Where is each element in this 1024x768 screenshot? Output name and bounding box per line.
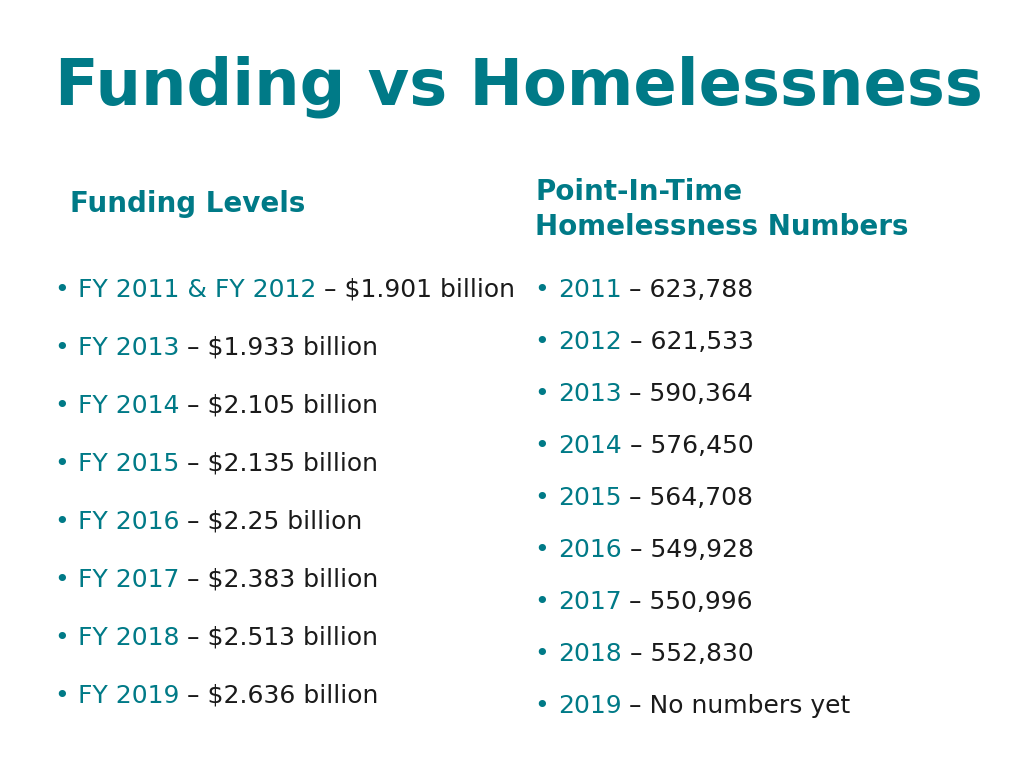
Text: 2018: 2018 — [558, 642, 622, 666]
Text: FY 2015: FY 2015 — [78, 452, 179, 476]
Text: •: • — [535, 382, 558, 406]
Text: – 621,533: – 621,533 — [622, 330, 754, 354]
Text: FY 2013: FY 2013 — [78, 336, 179, 360]
Text: FY 2011 & FY 2012: FY 2011 & FY 2012 — [78, 278, 316, 302]
Text: FY 2016: FY 2016 — [78, 510, 179, 534]
Text: – $2.383 billion: – $2.383 billion — [179, 568, 379, 592]
Text: •: • — [535, 434, 558, 458]
Text: •: • — [55, 394, 78, 418]
Text: 2014: 2014 — [558, 434, 622, 458]
Text: – $1.933 billion: – $1.933 billion — [179, 336, 378, 360]
Text: •: • — [55, 278, 78, 302]
Text: •: • — [535, 538, 558, 562]
Text: •: • — [535, 590, 558, 614]
Text: – $2.25 billion: – $2.25 billion — [179, 510, 362, 534]
Text: FY 2018: FY 2018 — [78, 626, 179, 650]
Text: 2015: 2015 — [558, 486, 622, 510]
Text: •: • — [535, 278, 558, 302]
Text: •: • — [535, 642, 558, 666]
Text: •: • — [535, 330, 558, 354]
Text: FY 2014: FY 2014 — [78, 394, 179, 418]
Text: •: • — [535, 486, 558, 510]
Text: – $2.636 billion: – $2.636 billion — [179, 684, 379, 708]
Text: •: • — [55, 568, 78, 592]
Text: – 623,788: – 623,788 — [622, 278, 754, 302]
Text: 2011: 2011 — [558, 278, 622, 302]
Text: 2019: 2019 — [558, 694, 622, 718]
Text: – 564,708: – 564,708 — [622, 486, 754, 510]
Text: – $2.135 billion: – $2.135 billion — [179, 452, 378, 476]
Text: 2012: 2012 — [558, 330, 622, 354]
Text: – 552,830: – 552,830 — [622, 642, 754, 666]
Text: •: • — [55, 510, 78, 534]
Text: – $1.901 billion: – $1.901 billion — [316, 278, 515, 302]
Text: •: • — [55, 452, 78, 476]
Text: – 590,364: – 590,364 — [622, 382, 754, 406]
Text: – 549,928: – 549,928 — [622, 538, 754, 562]
Text: – 550,996: – 550,996 — [622, 590, 753, 614]
Text: 2016: 2016 — [558, 538, 622, 562]
Text: •: • — [55, 684, 78, 708]
Text: – $2.105 billion: – $2.105 billion — [179, 394, 378, 418]
Text: 2013: 2013 — [558, 382, 622, 406]
Text: Funding Levels: Funding Levels — [70, 190, 305, 218]
Text: •: • — [535, 694, 558, 718]
Text: – 576,450: – 576,450 — [622, 434, 754, 458]
Text: Funding vs Homelessness: Funding vs Homelessness — [55, 55, 983, 118]
Text: Point-In-Time
Homelessness Numbers: Point-In-Time Homelessness Numbers — [535, 178, 908, 240]
Text: FY 2019: FY 2019 — [78, 684, 179, 708]
Text: – No numbers yet: – No numbers yet — [622, 694, 851, 718]
Text: •: • — [55, 626, 78, 650]
Text: •: • — [55, 336, 78, 360]
Text: 2017: 2017 — [558, 590, 622, 614]
Text: – $2.513 billion: – $2.513 billion — [179, 626, 378, 650]
Text: FY 2017: FY 2017 — [78, 568, 179, 592]
